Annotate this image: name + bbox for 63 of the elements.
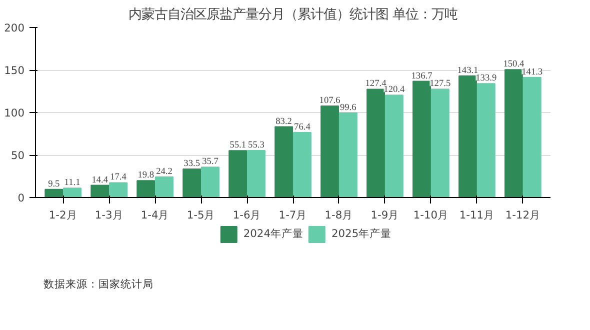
- bar: [338, 112, 358, 198]
- x-tick-label: 1-3月: [94, 208, 124, 222]
- data-label: 136.7: [411, 71, 433, 82]
- bar: [200, 166, 220, 198]
- y-tick-label: 150: [4, 64, 25, 77]
- legend-label: 2024年产量: [243, 227, 304, 241]
- data-label: 14.4: [92, 175, 108, 186]
- bar: [384, 94, 404, 198]
- x-tick-label: 1-12月: [505, 208, 541, 222]
- data-label: 55.1: [230, 140, 246, 151]
- data-label: 107.6: [319, 96, 341, 106]
- data-label: 35.7: [202, 157, 219, 168]
- bar: [458, 75, 477, 198]
- data-label: 143.1: [457, 66, 479, 76]
- bar: [246, 150, 266, 198]
- data-label: 55.3: [248, 140, 265, 150]
- bar: [90, 184, 110, 198]
- chart-title: 内蒙古自治区原盐产量分月（累计值）统计图 单位：万吨: [128, 8, 458, 22]
- bar: [63, 188, 82, 198]
- y-tick-label: 100: [4, 106, 25, 120]
- data-label: 17.4: [110, 172, 127, 183]
- x-tick-label: 1-2月: [48, 208, 78, 222]
- data-label: 9.5: [48, 179, 60, 190]
- x-tick-label: 1-9月: [370, 208, 400, 222]
- y-tick-label: 0: [18, 192, 25, 204]
- data-label: 83.2: [276, 116, 292, 127]
- source-note: 数据来源：国家统计局: [44, 278, 154, 290]
- bar: [44, 188, 64, 198]
- bar: [155, 176, 174, 198]
- data-label: 150.4: [503, 60, 525, 70]
- y-tick-label: 200: [4, 22, 25, 34]
- bar: [292, 132, 312, 198]
- bar: [504, 69, 523, 198]
- bar: [136, 180, 156, 198]
- bar: [412, 80, 431, 198]
- x-tick-label: 1-11月: [459, 208, 495, 222]
- data-label: 141.3: [522, 67, 543, 78]
- legend-label: 2025年产量: [332, 227, 392, 241]
- bar: [228, 150, 248, 198]
- data-label: 99.6: [340, 102, 357, 113]
- x-tick-label: 1-8月: [324, 208, 354, 222]
- data-label: 76.4: [294, 122, 311, 133]
- bar: [430, 88, 450, 198]
- data-label: 24.2: [156, 166, 173, 177]
- y-tick-label: 50: [10, 149, 25, 162]
- x-tick-label: 1-4月: [140, 208, 170, 222]
- bar: [366, 88, 386, 198]
- bar: [522, 76, 542, 198]
- data-label: 120.4: [384, 85, 405, 96]
- bar: [476, 83, 496, 198]
- data-label: 11.1: [64, 178, 81, 188]
- bar: [182, 168, 202, 198]
- x-tick-label: 1-6月: [232, 208, 262, 222]
- data-label: 127.5: [430, 79, 451, 90]
- data-label: 33.5: [184, 159, 200, 170]
- data-label: 19.8: [138, 170, 154, 181]
- bar: [109, 182, 128, 198]
- x-tick-label: 1-7月: [278, 208, 308, 222]
- bar: [320, 106, 340, 198]
- data-label: 133.9: [476, 74, 497, 84]
- x-tick-label: 1-5月: [186, 208, 216, 222]
- bar: [274, 126, 294, 198]
- x-tick-label: 1-10月: [413, 208, 449, 222]
